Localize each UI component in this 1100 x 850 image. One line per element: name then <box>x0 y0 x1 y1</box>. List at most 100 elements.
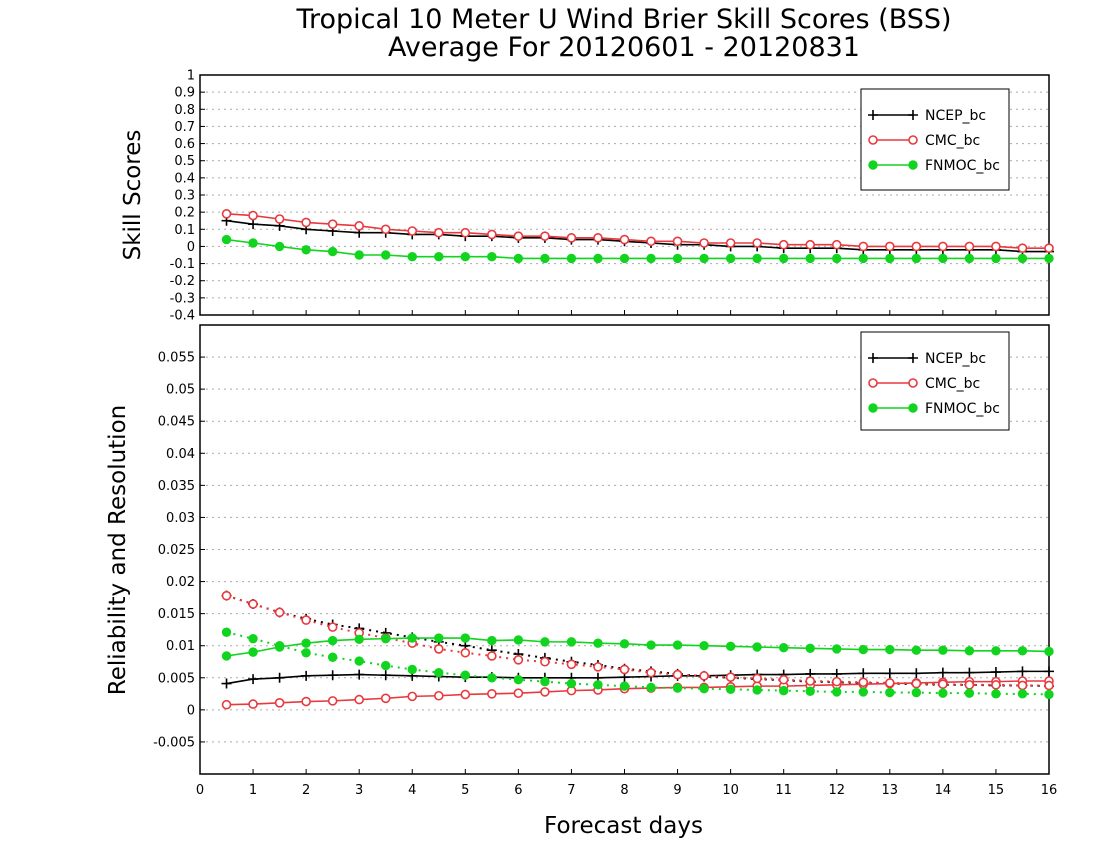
bottom-data-point <box>752 642 762 652</box>
bottom-data-point <box>699 641 709 651</box>
top-legend-label: NCEP_bc <box>925 108 986 124</box>
bottom-data-point <box>885 678 895 688</box>
bottom-data-point <box>487 651 497 661</box>
top-data-point <box>672 253 683 264</box>
bottom-x-tick-label: 5 <box>461 783 469 798</box>
bottom-data-point <box>1017 680 1028 691</box>
bottom-data-point <box>646 640 656 650</box>
top-data-point <box>221 209 232 219</box>
bottom-legend-marker <box>908 378 918 388</box>
bottom-x-tick-label: 16 <box>1041 783 1058 798</box>
top-data-point <box>699 253 709 264</box>
bottom-data-point <box>460 689 471 700</box>
bottom-data-point <box>301 670 312 681</box>
top-legend-marker <box>908 110 918 120</box>
top-y-tick-label: 0.3 <box>174 189 195 204</box>
top-data-point <box>433 227 444 238</box>
top-y-tick-label: 0.6 <box>174 137 195 152</box>
top-data-point <box>725 238 736 248</box>
top-data-point <box>434 252 444 262</box>
bottom-data-point <box>619 639 630 649</box>
bottom-data-point <box>354 634 364 644</box>
bottom-data-point <box>593 638 603 648</box>
top-series-fnmoc-bc <box>221 234 1054 264</box>
bottom-legend-marker <box>908 403 918 413</box>
bottom-data-point <box>248 674 259 685</box>
bottom-x-tick-label: 4 <box>408 783 416 798</box>
bottom-data-point <box>540 656 550 667</box>
bottom-data-point <box>1044 646 1054 657</box>
bottom-y-tick-label: -0.005 <box>153 735 195 750</box>
top-data-point <box>221 234 232 245</box>
top-y-tick-label: 0.4 <box>174 171 195 186</box>
top-data-point <box>619 253 630 264</box>
bottom-series-fnmoc-bc-reliability <box>221 627 1054 700</box>
top-data-point <box>593 233 603 243</box>
bottom-data-point <box>805 643 815 653</box>
top-data-point <box>805 253 815 264</box>
bottom-data-point <box>885 644 895 655</box>
bottom-data-point <box>460 633 471 643</box>
bottom-data-point <box>593 680 603 690</box>
top-data-point <box>381 250 391 260</box>
top-legend-label: CMC_bc <box>925 133 980 149</box>
bottom-data-point <box>327 635 338 646</box>
bottom-legend-marker <box>868 403 878 413</box>
bottom-data-point <box>381 633 391 644</box>
top-y-tick-label: -0.3 <box>170 291 195 306</box>
top-data-point <box>831 239 842 250</box>
top-data-point <box>248 219 259 230</box>
bottom-data-point <box>434 667 444 678</box>
top-data-point <box>1017 253 1028 264</box>
bottom-x-tick-label: 3 <box>355 783 363 798</box>
top-data-point <box>513 231 524 241</box>
top-y-tick-label: 0.9 <box>174 86 195 101</box>
bottom-data-point <box>433 644 444 654</box>
bottom-data-point <box>513 635 524 645</box>
bottom-data-point <box>752 685 762 695</box>
bottom-data-point <box>221 651 232 661</box>
top-data-point <box>274 214 285 224</box>
bottom-data-point <box>964 646 975 656</box>
top-data-point <box>832 253 842 264</box>
bottom-y-tick-label: 0.025 <box>158 543 195 558</box>
bottom-data-point <box>831 676 842 687</box>
bottom-data-point <box>725 641 736 652</box>
bottom-data-point <box>646 682 656 693</box>
top-data-point <box>327 219 338 229</box>
bottom-legend: NCEP_bc CMC_bc FNMOC_bc <box>860 331 1010 431</box>
top-data-point <box>513 253 524 264</box>
bottom-data-point <box>699 683 709 694</box>
top-data-point <box>407 226 418 236</box>
bottom-data-point <box>327 652 338 662</box>
bottom-data-point <box>672 683 683 693</box>
bottom-data-point <box>460 647 471 658</box>
top-data-point <box>487 229 497 240</box>
top-y-tick-label: 0.8 <box>174 103 195 118</box>
top-data-point <box>619 234 630 245</box>
bottom-y-tick-label: 0.015 <box>158 607 195 622</box>
top-data-point <box>327 246 338 257</box>
top-data-point <box>938 253 948 264</box>
bottom-data-point <box>221 627 232 637</box>
top-data-point <box>540 253 550 264</box>
bottom-data-point <box>593 662 603 672</box>
bottom-y-tick-label: 0.045 <box>158 415 195 430</box>
bottom-data-point <box>991 680 1001 690</box>
bottom-legend-box <box>860 331 1010 431</box>
bottom-data-point <box>221 590 232 601</box>
top-data-point <box>248 210 258 221</box>
bottom-data-point <box>274 672 285 683</box>
bottom-x-tick-label: 0 <box>196 783 204 798</box>
top-data-point <box>593 253 603 264</box>
top-y-tick-label: 0.1 <box>174 223 195 238</box>
bottom-data-point <box>646 667 656 678</box>
bottom-x-tick-label: 15 <box>988 783 1005 798</box>
bottom-y-tick-label: 0.05 <box>166 383 195 398</box>
top-data-point <box>911 241 922 252</box>
bottom-x-tick-label: 2 <box>302 783 310 798</box>
bottom-y-tick-label: 0.04 <box>166 447 195 462</box>
bottom-data-point <box>566 678 577 689</box>
bottom-x-tick-label: 8 <box>620 783 628 798</box>
bottom-legend-marker <box>868 378 878 388</box>
